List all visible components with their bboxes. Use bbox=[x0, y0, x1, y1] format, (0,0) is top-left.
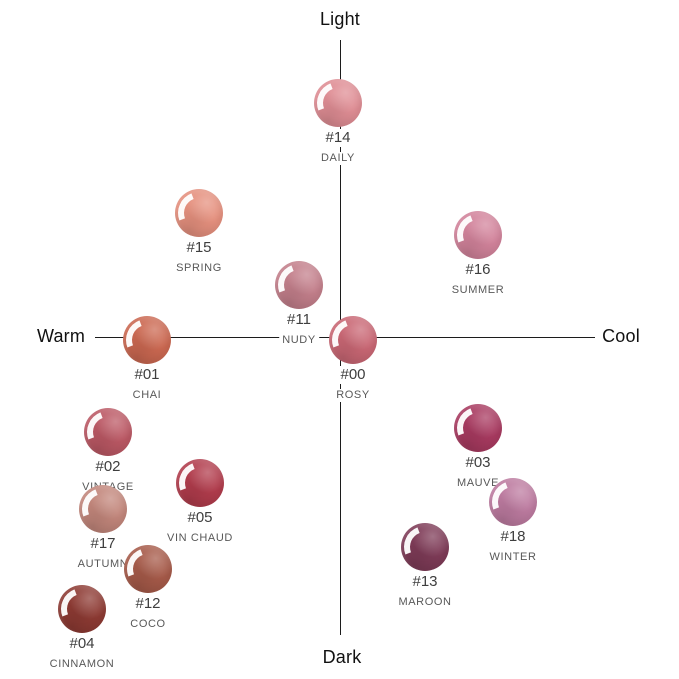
shade-swatch bbox=[54, 581, 110, 637]
gloss-highlight-icon bbox=[80, 404, 136, 460]
shade-swatch bbox=[271, 257, 327, 313]
axis-label-cool: Cool bbox=[598, 326, 644, 347]
shade-id: #16 bbox=[462, 261, 494, 279]
shade-label: #15 SPRING bbox=[173, 238, 225, 276]
shade-label: #04 CINNAMON bbox=[46, 634, 118, 672]
shade-name-wrap: NUDY bbox=[279, 329, 319, 348]
shade-name-wrap: MAROON bbox=[395, 591, 455, 610]
shade-label: #16 SUMMER bbox=[448, 260, 508, 298]
shade-name-wrap: COCO bbox=[127, 613, 169, 632]
shade-name: DAILY bbox=[318, 152, 358, 166]
shade-label: #13 MAROON bbox=[395, 572, 455, 610]
shade-id: #02 bbox=[92, 458, 124, 476]
shade-label: #05 VIN CHAUD bbox=[164, 508, 236, 546]
shade-label: #14 DAILY bbox=[318, 128, 358, 166]
shade-swatch bbox=[325, 312, 381, 368]
shade-id: #11 bbox=[284, 311, 314, 329]
gloss-highlight-icon bbox=[310, 75, 366, 131]
shade-swatch bbox=[119, 312, 175, 368]
gloss-highlight-icon bbox=[119, 312, 175, 368]
shade-label: #03 MAUVE bbox=[453, 453, 503, 491]
shade-name: NUDY bbox=[279, 334, 319, 348]
shade-swatch bbox=[172, 455, 228, 511]
shade-id: #15 bbox=[183, 239, 215, 257]
shade-name: SUMMER bbox=[448, 284, 508, 298]
shade-id: #03 bbox=[462, 454, 494, 472]
shade-id: #14 bbox=[322, 129, 354, 147]
shade-name: COCO bbox=[127, 618, 169, 632]
shade-swatch bbox=[120, 541, 176, 597]
gloss-highlight-icon bbox=[450, 207, 506, 263]
shade-swatch bbox=[80, 404, 136, 460]
shade-name-wrap: AUTUMN bbox=[74, 553, 132, 572]
shade-name: WINTER bbox=[486, 551, 540, 565]
shade-name: CINNAMON bbox=[46, 658, 118, 672]
shade-id: #12 bbox=[132, 595, 164, 613]
shade-name-wrap: ROSY bbox=[333, 384, 373, 403]
shade-label: #11 NUDY bbox=[279, 310, 319, 348]
axis-label-warm: Warm bbox=[32, 326, 90, 347]
shade-id: #05 bbox=[184, 509, 216, 527]
shade-swatch bbox=[450, 207, 506, 263]
shade-name: CHAI bbox=[129, 389, 165, 403]
shade-label: #17 AUTUMN bbox=[74, 534, 132, 572]
gloss-highlight-icon bbox=[450, 400, 506, 456]
shade-name-wrap: VIN CHAUD bbox=[164, 527, 236, 546]
shade-id: #18 bbox=[497, 528, 529, 546]
axis-label-light: Light bbox=[315, 9, 365, 30]
gloss-highlight-icon bbox=[325, 312, 381, 368]
shade-name: MAUVE bbox=[453, 477, 503, 491]
shade-swatch bbox=[397, 519, 453, 575]
shade-id: #04 bbox=[66, 635, 98, 653]
shade-swatch bbox=[485, 474, 541, 530]
shade-name-wrap: CINNAMON bbox=[46, 653, 118, 672]
shade-id: #17 bbox=[87, 535, 119, 553]
shade-name: VIN CHAUD bbox=[164, 532, 236, 546]
gloss-highlight-icon bbox=[172, 455, 228, 511]
shade-name: AUTUMN bbox=[74, 558, 132, 572]
shade-name-wrap: DAILY bbox=[318, 147, 358, 166]
shade-id: #00 bbox=[337, 366, 369, 384]
shade-id: #01 bbox=[131, 366, 163, 384]
shade-name-wrap: CHAI bbox=[129, 384, 165, 403]
shade-name: SPRING bbox=[173, 262, 225, 276]
shade-label: #01 CHAI bbox=[129, 365, 165, 403]
gloss-highlight-icon bbox=[171, 185, 227, 241]
shade-label: #00 ROSY bbox=[333, 365, 373, 403]
shade-swatch bbox=[450, 400, 506, 456]
shade-label: #12 COCO bbox=[127, 594, 169, 632]
shade-name-wrap: WINTER bbox=[486, 546, 540, 565]
shade-name: MAROON bbox=[395, 596, 455, 610]
shade-name: ROSY bbox=[333, 389, 373, 403]
shade-swatch bbox=[75, 481, 131, 537]
gloss-highlight-icon bbox=[54, 581, 110, 637]
gloss-highlight-icon bbox=[271, 257, 327, 313]
shade-name-wrap: MAUVE bbox=[453, 472, 503, 491]
shade-id: #13 bbox=[409, 573, 441, 591]
shade-swatch bbox=[171, 185, 227, 241]
shade-name-wrap: SUMMER bbox=[448, 279, 508, 298]
shade-label: #18 WINTER bbox=[486, 527, 540, 565]
shade-swatch bbox=[310, 75, 366, 131]
shade-name-wrap: SPRING bbox=[173, 257, 225, 276]
axis-label-dark: Dark bbox=[318, 647, 366, 668]
gloss-highlight-icon bbox=[397, 519, 453, 575]
